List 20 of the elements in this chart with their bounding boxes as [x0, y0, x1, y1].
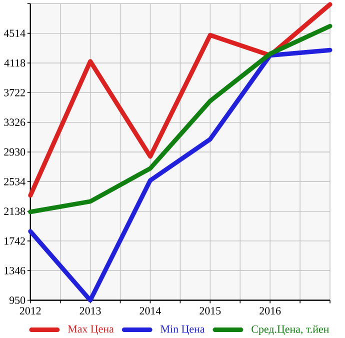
y-tick-label: 4514 — [4, 29, 26, 37]
y-tick-label: 3722 — [4, 88, 25, 96]
y-tick-label: 1346 — [4, 266, 26, 274]
y-tick-label: 3326 — [4, 118, 26, 126]
x-tick-label: 2013 — [80, 306, 101, 314]
x-tick-label: 2014 — [140, 306, 162, 314]
y-tick-label: 950 — [9, 296, 26, 304]
line-series — [28, 24, 332, 214]
x-tick-label: 2015 — [200, 306, 221, 314]
x-tick-label: 2012 — [20, 306, 41, 314]
legend-label: Min Цена — [160, 325, 205, 335]
y-tick-label: 2138 — [4, 207, 26, 215]
y-tick-label: 4118 — [4, 59, 26, 66]
legend-label: Max Цена — [68, 325, 114, 335]
legend-label: Сред.Цена, т.йен — [252, 325, 329, 335]
y-tick-label: 2534 — [4, 178, 26, 186]
y-tick-label: 1742 — [4, 237, 25, 244]
y-tick-label: 2930 — [4, 148, 26, 156]
x-tick-label: 2016 — [260, 306, 281, 314]
line-series — [28, 2, 332, 198]
